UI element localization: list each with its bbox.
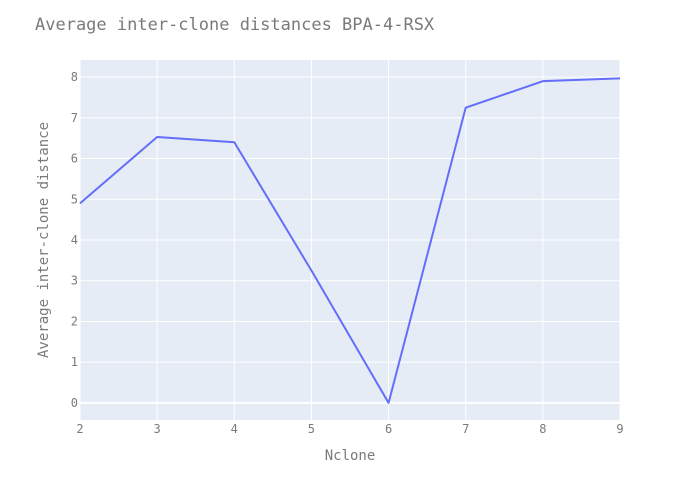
x-tick-7: 7	[462, 422, 469, 436]
y-tick-8: 8	[71, 70, 78, 84]
x-tick-5: 5	[308, 422, 315, 436]
y-gridlines	[80, 76, 620, 404]
y-tick-7: 7	[71, 111, 78, 125]
x-tick-3: 3	[154, 422, 161, 436]
x-tick-4: 4	[231, 422, 238, 436]
y-tick-6: 6	[71, 152, 78, 166]
x-tick-6: 6	[385, 422, 392, 436]
x-tick-9: 9	[616, 422, 623, 436]
y-tick-labels: 0 1 2 3 4 5 6 7 8	[71, 70, 78, 410]
x-axis-title: Nclone	[325, 448, 376, 464]
x-tick-labels: 2 3 4 5 6 7 8 9	[76, 422, 623, 436]
y-tick-0: 0	[71, 396, 78, 410]
y-axis-title: Average inter-clone distance	[36, 122, 52, 358]
x-tick-2: 2	[76, 422, 83, 436]
y-tick-4: 4	[71, 233, 78, 247]
chart-title: Average inter-clone distances BPA-4-RSX	[35, 15, 435, 35]
series-group	[79, 77, 621, 404]
series-line-0	[79, 77, 621, 404]
y-tick-5: 5	[71, 192, 78, 206]
y-tick-3: 3	[71, 274, 78, 288]
y-tick-2: 2	[71, 314, 78, 328]
x-tick-8: 8	[539, 422, 546, 436]
y-tick-1: 1	[71, 355, 78, 369]
